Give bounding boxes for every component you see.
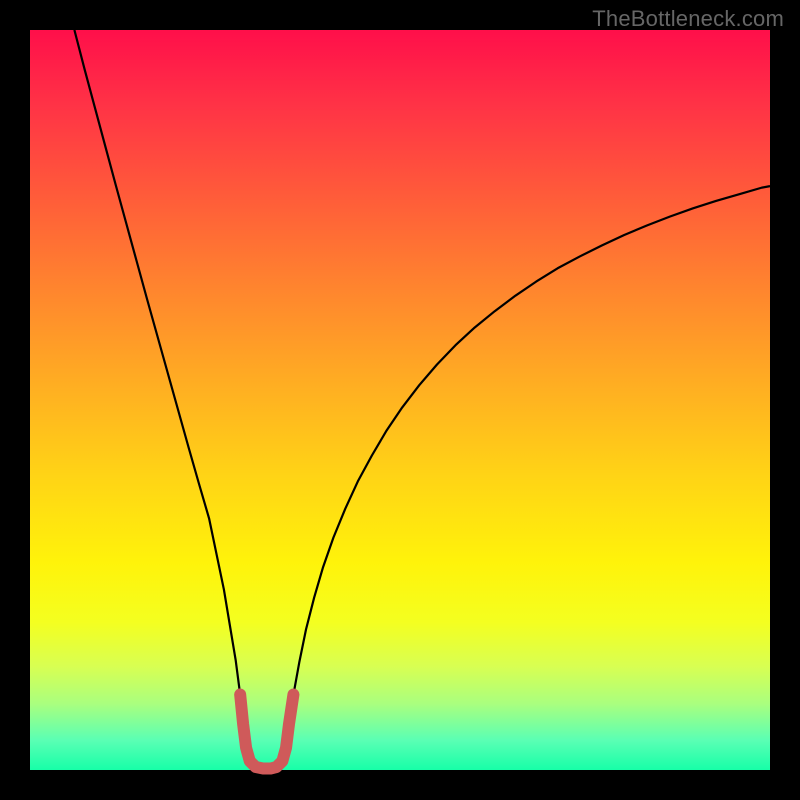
chart-frame: TheBottleneck.com bbox=[0, 0, 800, 800]
plot-background bbox=[30, 30, 770, 770]
bottleneck-chart bbox=[0, 0, 800, 800]
watermark-text: TheBottleneck.com bbox=[592, 6, 784, 32]
